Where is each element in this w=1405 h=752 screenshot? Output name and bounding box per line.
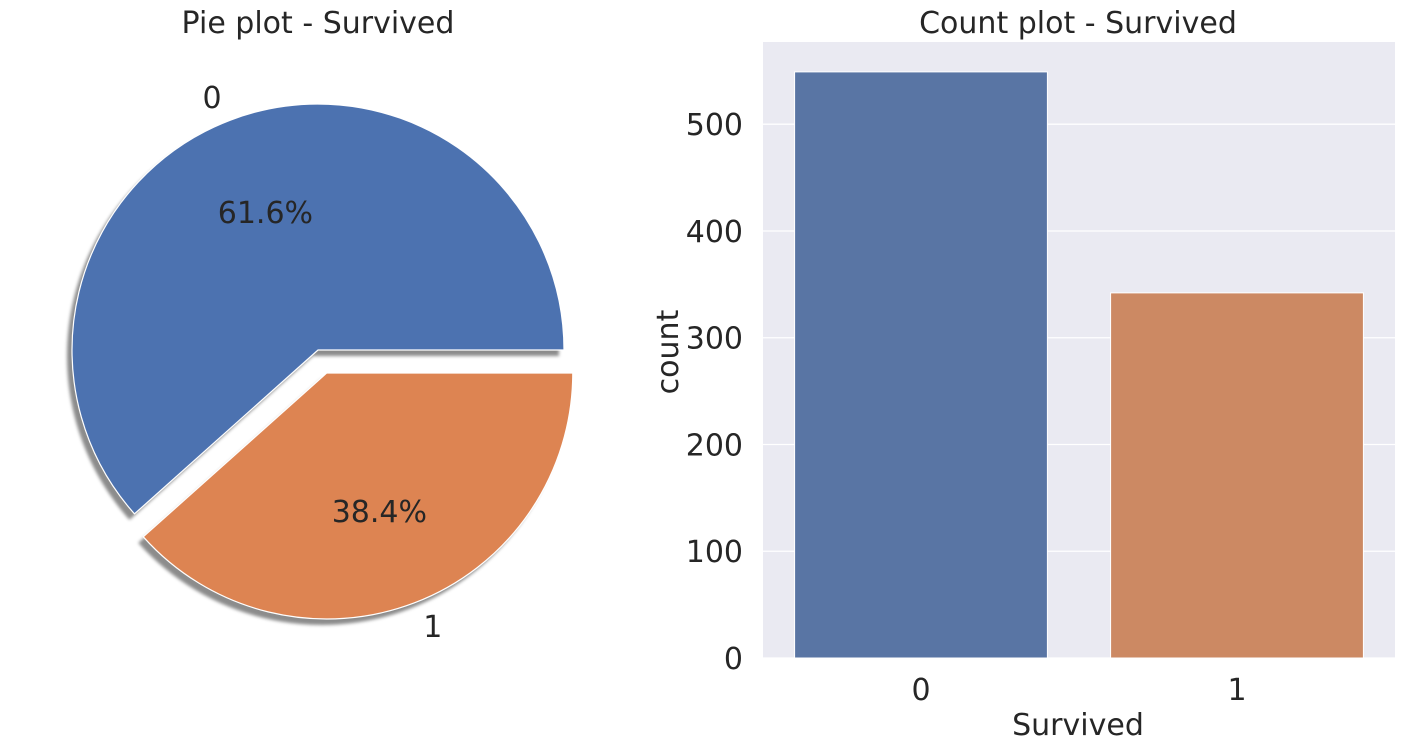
y-axis-label: count: [651, 309, 686, 394]
x-tick-label: 1: [1227, 673, 1246, 708]
y-tick-label: 0: [724, 642, 743, 677]
pie-pct-label: 38.4%: [332, 495, 427, 530]
pie-slice-0: [71, 103, 565, 515]
y-tick-label: 500: [686, 108, 743, 143]
x-tick-label: 0: [911, 673, 930, 708]
pie-slices: [71, 103, 574, 620]
y-tick-label: 200: [686, 428, 743, 463]
pie-slice-1: [142, 372, 574, 620]
pie-chart: Pie plot - Survived 61.6% 0 38.4% 1: [66, 6, 574, 645]
bar-1: [1110, 292, 1364, 659]
bar-title: Count plot - Survived: [919, 6, 1237, 41]
bars: [794, 71, 1364, 659]
y-tick-label: 300: [686, 322, 743, 357]
x-axis-label: Survived: [1012, 708, 1144, 743]
y-tick-labels: 0 100 200 300 400 500: [686, 108, 743, 677]
bar-0: [794, 71, 1048, 659]
y-tick-label: 400: [686, 215, 743, 250]
pie-category-label: 0: [202, 81, 221, 116]
pie-category-label: 1: [423, 610, 442, 645]
pie-pct-label: 61.6%: [218, 196, 313, 231]
y-tick-label: 100: [686, 535, 743, 570]
pie-title: Pie plot - Survived: [182, 6, 455, 41]
pie-labels: 61.6% 0 38.4% 1: [202, 81, 442, 645]
